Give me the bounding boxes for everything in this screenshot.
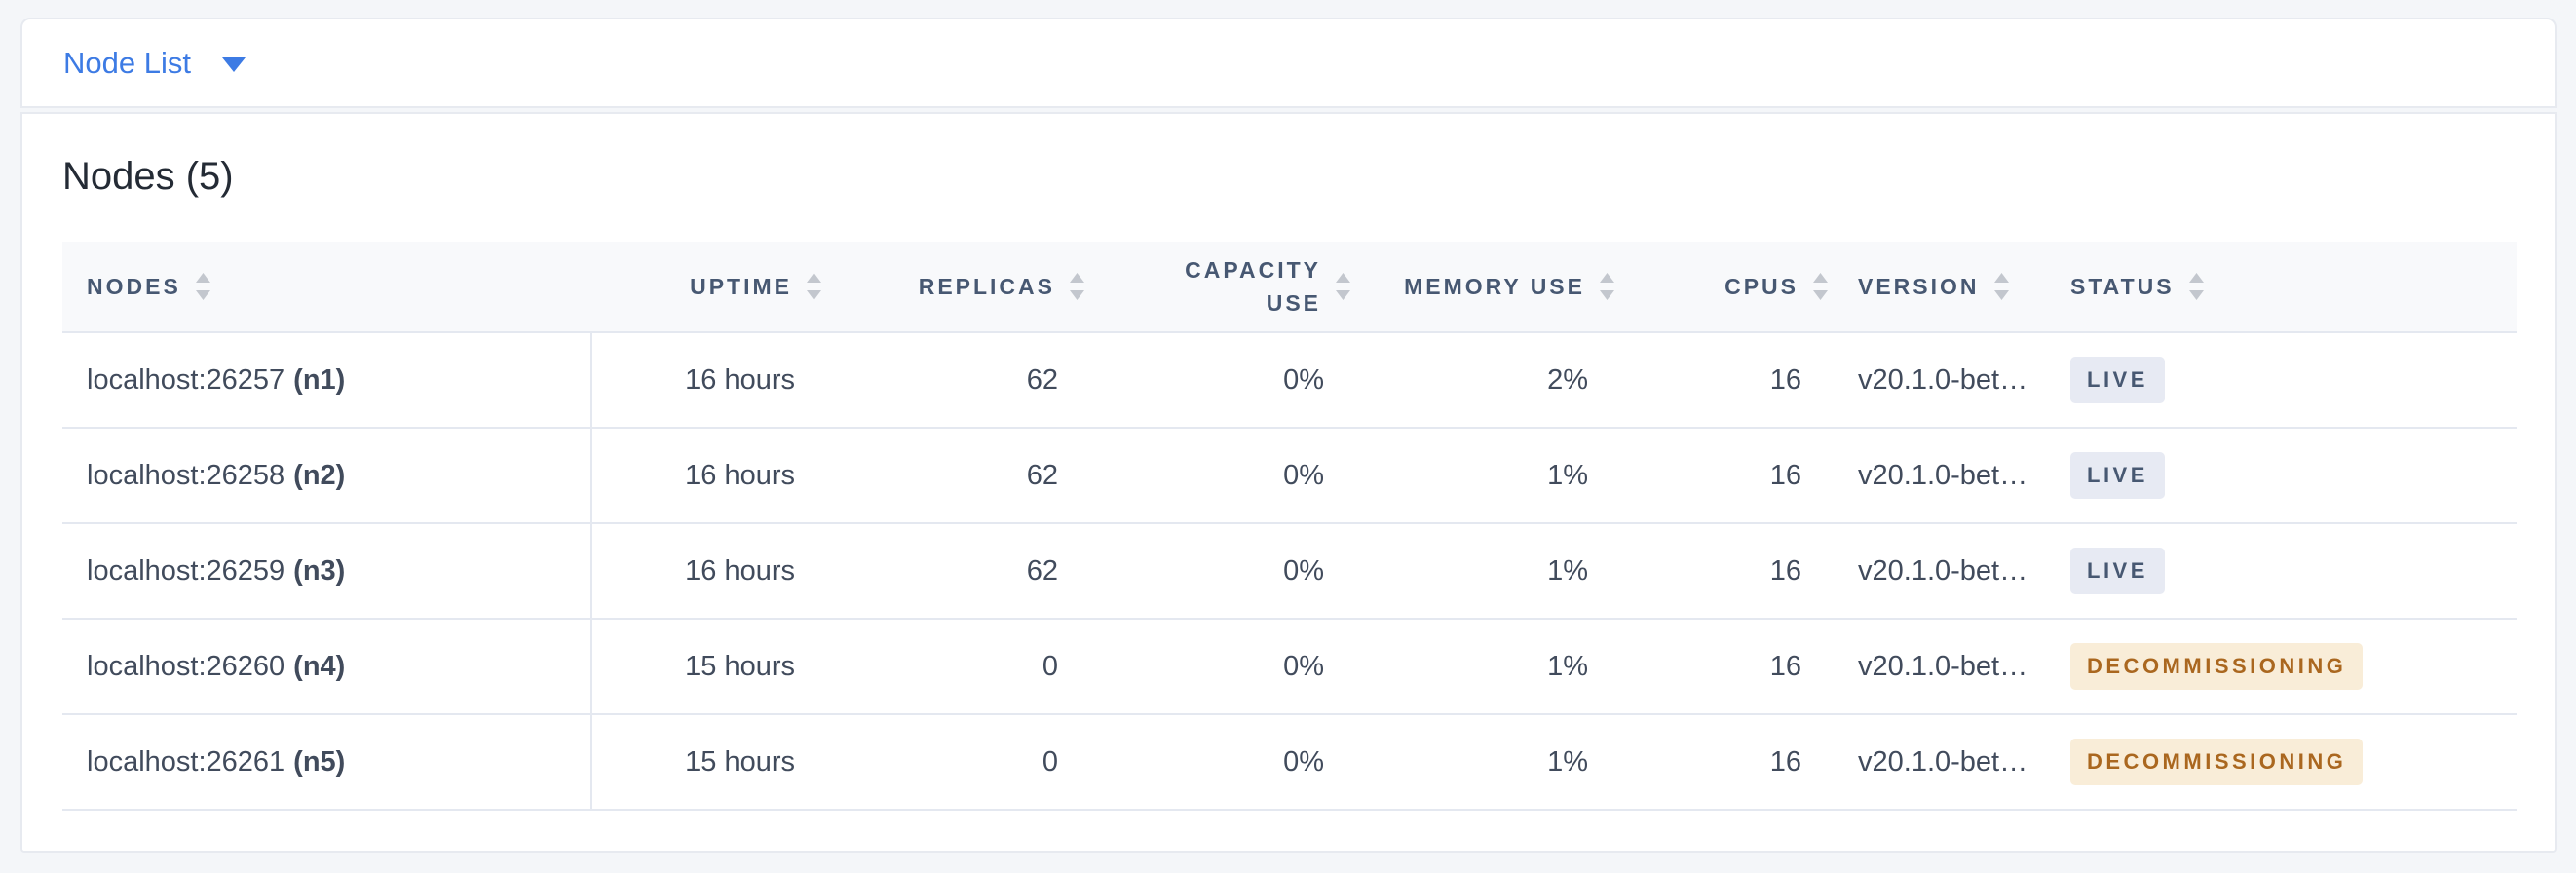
node-name-cell: localhost:26257 (n1) bbox=[62, 332, 592, 429]
sort-icon bbox=[1600, 273, 1614, 300]
sort-icon bbox=[807, 273, 821, 300]
column-header-uptime[interactable]: UPTIME bbox=[591, 242, 839, 333]
caret-down-icon bbox=[221, 57, 246, 72]
capacity-use-cell: 0% bbox=[1102, 714, 1368, 811]
status-cell: DECOMMISSIONING bbox=[2057, 619, 2517, 715]
view-selector-label: Node List bbox=[63, 45, 191, 80]
node-address: localhost:26261 bbox=[87, 745, 285, 778]
node-address: localhost:26260 bbox=[87, 650, 285, 682]
capacity-use-cell: 0% bbox=[1102, 332, 1368, 429]
node-address: localhost:26259 bbox=[87, 554, 285, 587]
sort-icon bbox=[1336, 273, 1350, 300]
cpus-cell: 16 bbox=[1632, 523, 1845, 620]
sort-icon bbox=[1993, 273, 2009, 300]
node-name-cell: localhost:26259 (n3) bbox=[62, 523, 592, 620]
table-header-row: NODES UPTIME REPLICAS bbox=[62, 242, 2517, 333]
cpus-cell: 16 bbox=[1632, 619, 1845, 715]
status-badge: LIVE bbox=[2070, 452, 2165, 499]
sort-icon bbox=[2188, 273, 2204, 300]
memory-use-cell: 1% bbox=[1368, 619, 1632, 715]
status-badge: DECOMMISSIONING bbox=[2070, 643, 2364, 690]
node-id: (n3) bbox=[293, 554, 346, 587]
page: Node List Nodes (5) NODES bbox=[0, 18, 2576, 853]
status-badge: LIVE bbox=[2070, 357, 2165, 403]
version-cell: v20.1.0-bet… bbox=[1845, 523, 2057, 620]
node-id: (n4) bbox=[293, 650, 346, 682]
replicas-cell: 62 bbox=[839, 428, 1102, 524]
replicas-cell: 0 bbox=[839, 619, 1102, 715]
column-header-memory-use[interactable]: MEMORY USE bbox=[1368, 242, 1632, 333]
column-header-capacity-use[interactable]: CAPACITY USE bbox=[1102, 242, 1368, 333]
status-badge: LIVE bbox=[2070, 548, 2165, 594]
uptime-cell: 15 hours bbox=[591, 714, 839, 811]
column-header-version[interactable]: VERSION bbox=[1845, 242, 2057, 333]
node-address: localhost:26257 bbox=[87, 363, 285, 396]
memory-use-cell: 1% bbox=[1368, 714, 1632, 811]
table-row[interactable]: localhost:26257 (n1) 16 hours 62 0% 2% 16… bbox=[62, 332, 2517, 429]
status-cell: LIVE bbox=[2057, 428, 2517, 524]
version-cell: v20.1.0-bet… bbox=[1845, 332, 2057, 429]
node-name-cell: localhost:26260 (n4) bbox=[62, 619, 592, 715]
column-header-replicas[interactable]: REPLICAS bbox=[839, 242, 1102, 333]
table-row[interactable]: localhost:26261 (n5) 15 hours 0 0% 1% 16 … bbox=[62, 714, 2517, 811]
view-selector-bar: Node List bbox=[20, 18, 2557, 108]
status-cell: LIVE bbox=[2057, 523, 2517, 620]
status-badge: DECOMMISSIONING bbox=[2070, 739, 2364, 785]
uptime-cell: 16 hours bbox=[591, 428, 839, 524]
uptime-cell: 15 hours bbox=[591, 619, 839, 715]
uptime-cell: 16 hours bbox=[591, 332, 839, 429]
node-address: localhost:26258 bbox=[87, 459, 285, 491]
replicas-cell: 62 bbox=[839, 523, 1102, 620]
status-cell: LIVE bbox=[2057, 332, 2517, 429]
column-header-nodes[interactable]: NODES bbox=[62, 242, 591, 333]
capacity-use-cell: 0% bbox=[1102, 619, 1368, 715]
replicas-cell: 62 bbox=[839, 332, 1102, 429]
capacity-use-cell: 0% bbox=[1102, 428, 1368, 524]
cpus-cell: 16 bbox=[1632, 714, 1845, 811]
status-cell: DECOMMISSIONING bbox=[2057, 714, 2517, 811]
capacity-use-cell: 0% bbox=[1102, 523, 1368, 620]
sort-icon bbox=[1813, 273, 1828, 300]
sort-icon bbox=[195, 273, 210, 300]
column-header-status[interactable]: STATUS bbox=[2057, 242, 2517, 333]
memory-use-cell: 2% bbox=[1368, 332, 1632, 429]
nodes-card: Nodes (5) NODES UPTIME bbox=[20, 112, 2557, 853]
node-name-cell: localhost:26261 (n5) bbox=[62, 714, 592, 811]
table-row[interactable]: localhost:26260 (n4) 15 hours 0 0% 1% 16 … bbox=[62, 619, 2517, 715]
sort-icon bbox=[1070, 273, 1084, 300]
memory-use-cell: 1% bbox=[1368, 428, 1632, 524]
uptime-cell: 16 hours bbox=[591, 523, 839, 620]
table-row[interactable]: localhost:26259 (n3) 16 hours 62 0% 1% 16… bbox=[62, 523, 2517, 620]
cpus-cell: 16 bbox=[1632, 428, 1845, 524]
column-header-cpus[interactable]: CPUS bbox=[1632, 242, 1845, 333]
node-id: (n5) bbox=[293, 745, 346, 778]
node-id: (n2) bbox=[293, 459, 346, 491]
node-name-cell: localhost:26258 (n2) bbox=[62, 428, 592, 524]
cpus-cell: 16 bbox=[1632, 332, 1845, 429]
node-id: (n1) bbox=[293, 363, 346, 396]
table-row[interactable]: localhost:26258 (n2) 16 hours 62 0% 1% 16… bbox=[62, 428, 2517, 524]
version-cell: v20.1.0-bet… bbox=[1845, 428, 2057, 524]
page-title: Nodes (5) bbox=[62, 155, 234, 198]
replicas-cell: 0 bbox=[839, 714, 1102, 811]
version-cell: v20.1.0-bet… bbox=[1845, 714, 2057, 811]
view-selector-dropdown[interactable]: Node List bbox=[22, 19, 284, 106]
nodes-table: NODES UPTIME REPLICAS bbox=[62, 242, 2517, 811]
memory-use-cell: 1% bbox=[1368, 523, 1632, 620]
version-cell: v20.1.0-bet… bbox=[1845, 619, 2057, 715]
